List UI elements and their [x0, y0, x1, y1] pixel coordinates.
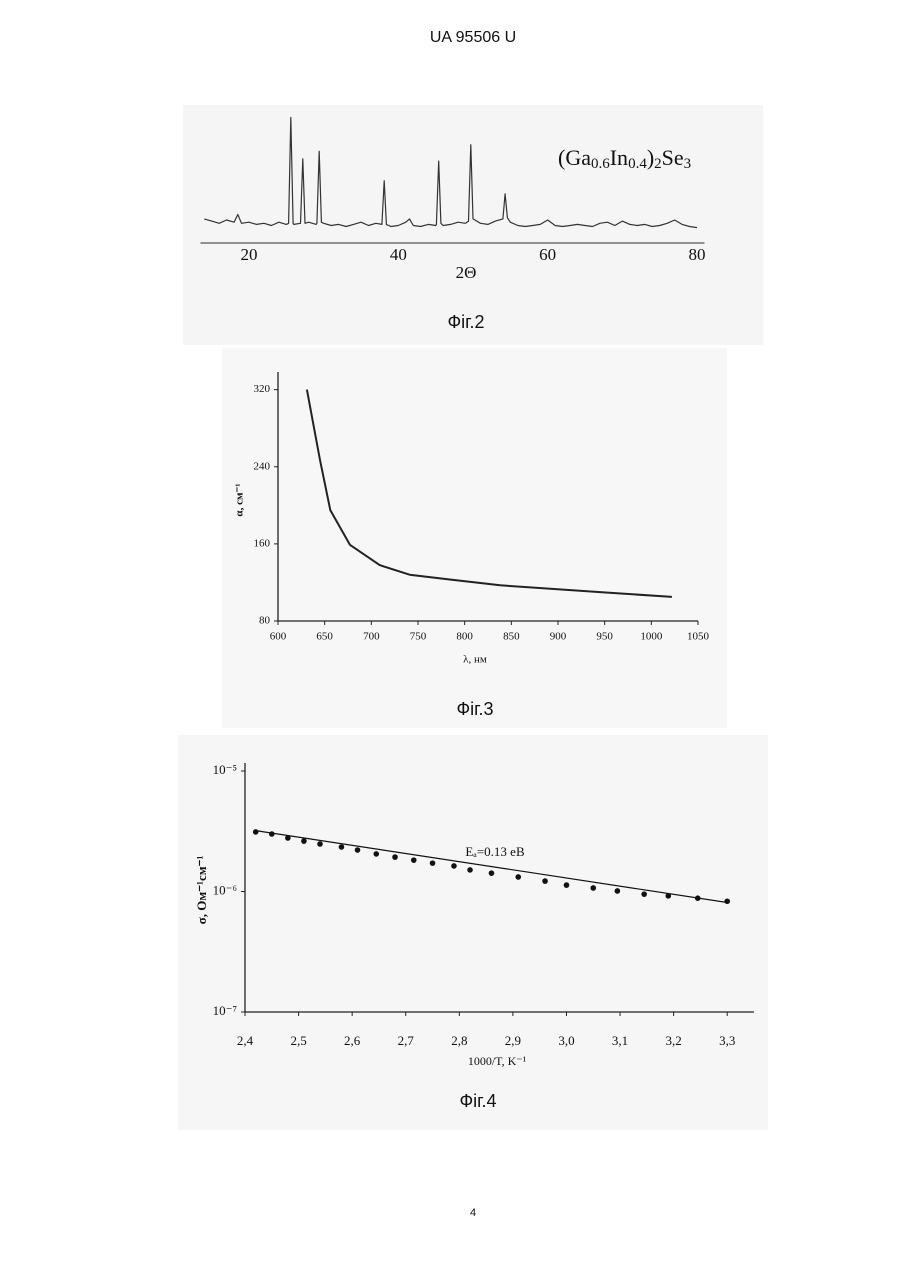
data-point [339, 844, 345, 850]
data-point [542, 878, 548, 884]
annotation-part: ) [647, 145, 654, 170]
x-tick-label: 2,5 [290, 1033, 306, 1048]
data-point [392, 854, 398, 860]
data-point [430, 860, 436, 866]
x-tick-label: 20 [241, 245, 258, 264]
x-axis-label: λ, нм [463, 654, 487, 666]
annotation-part: (Ga [558, 145, 591, 170]
data-point [489, 870, 495, 876]
figure-caption: Фіг.4 [459, 1091, 496, 1111]
header: UA 95506 U [430, 29, 516, 46]
x-axis-label: 2Θ [456, 263, 477, 282]
figure-background [222, 348, 727, 728]
x-tick-label: 700 [363, 631, 380, 643]
y-tick-label: 10⁻⁷ [213, 1003, 237, 1018]
annotation-part: 2 [654, 156, 662, 172]
x-tick-label: 3,2 [666, 1033, 682, 1048]
x-tick-label: 40 [390, 245, 407, 264]
x-tick-label: 80 [689, 245, 706, 264]
annotation-part: 0.4 [628, 156, 647, 172]
x-tick-label: 2,9 [505, 1033, 521, 1048]
annotation-part: 0.6 [591, 156, 610, 172]
x-tick-label: 650 [316, 631, 333, 643]
data-point [301, 838, 307, 844]
data-point [564, 882, 570, 888]
y-tick-label: 10⁻⁶ [213, 882, 237, 897]
data-point [641, 891, 647, 897]
data-point [515, 874, 521, 880]
x-tick-label: 800 [456, 631, 473, 643]
x-tick-label: 950 [596, 631, 613, 643]
annotation: (Ga0.6In0.4)2Se3 [558, 145, 691, 172]
annotation: Eₐ=0.13 eB [465, 844, 525, 859]
y-axis-label: α, см⁻¹ [234, 483, 246, 516]
y-axis-label: σ, Ом⁻¹см⁻¹ [194, 856, 209, 925]
data-point [269, 831, 275, 837]
figure-caption: Фіг.3 [456, 699, 493, 719]
x-tick-label: 750 [410, 631, 427, 643]
page-number: 4 [470, 1207, 476, 1219]
data-point [253, 829, 259, 835]
x-tick-label: 600 [270, 631, 287, 643]
data-point [451, 863, 457, 869]
figure-background [178, 735, 768, 1130]
data-point [317, 841, 323, 847]
data-point [615, 888, 621, 894]
x-tick-label: 3,3 [719, 1033, 735, 1048]
data-point [467, 867, 473, 873]
y-tick-label: 320 [254, 383, 271, 395]
x-tick-label: 60 [539, 245, 556, 264]
data-point [373, 851, 379, 857]
x-tick-label: 2,6 [344, 1033, 361, 1048]
annotation-part: 3 [684, 156, 692, 172]
x-tick-label: 850 [503, 631, 520, 643]
y-tick-label: 80 [259, 615, 271, 627]
document: UA 95506 U 4 Фіг.2 20 40 60 80 2Θ (Ga0.6In0.4)… [0, 0, 901, 1273]
data-point [724, 898, 730, 904]
x-axis-label: 1000/T, K⁻¹ [468, 1054, 527, 1068]
annotation-part: Se [662, 145, 684, 170]
y-tick-label: 10⁻⁵ [213, 762, 237, 777]
x-tick-label: 1000 [640, 631, 663, 643]
data-point [590, 885, 596, 891]
y-tick-label: 240 [254, 460, 271, 472]
x-tick-label: 2,8 [451, 1033, 467, 1048]
x-tick-label: 3,0 [558, 1033, 574, 1048]
figure-caption: Фіг.2 [447, 312, 484, 332]
data-point [411, 857, 417, 863]
x-tick-label: 2,7 [398, 1033, 415, 1048]
y-tick-label: 160 [254, 537, 271, 549]
x-tick-label: 2,4 [237, 1033, 254, 1048]
x-tick-label: 1050 [687, 631, 710, 643]
x-tick-label: 3,1 [612, 1033, 628, 1048]
annotation-part: In [610, 145, 628, 170]
page: UA 95506 U 4 Фіг.2 20 40 60 80 2Θ (Ga0.6In0.4)… [0, 0, 901, 1273]
data-point [355, 847, 361, 853]
x-tick-label: 900 [550, 631, 567, 643]
